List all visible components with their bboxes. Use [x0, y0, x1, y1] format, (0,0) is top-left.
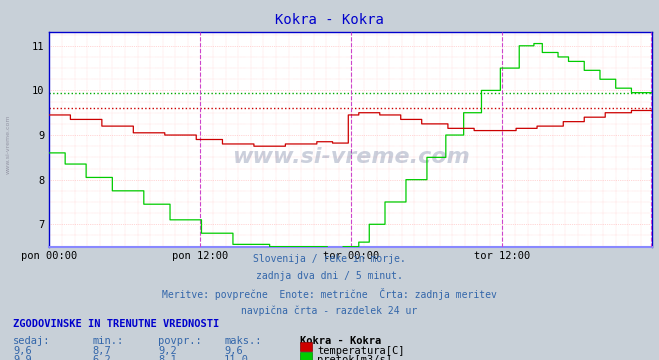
Text: Kokra - Kokra: Kokra - Kokra	[275, 13, 384, 27]
Text: povpr.:: povpr.:	[158, 336, 202, 346]
Text: 11,0: 11,0	[224, 355, 249, 360]
Text: zadnja dva dni / 5 minut.: zadnja dva dni / 5 minut.	[256, 271, 403, 281]
Text: 6,2: 6,2	[92, 355, 111, 360]
Text: 9,6: 9,6	[13, 346, 32, 356]
Text: 9,9: 9,9	[13, 355, 32, 360]
Text: Kokra - Kokra: Kokra - Kokra	[300, 336, 381, 346]
Text: temperatura[C]: temperatura[C]	[317, 346, 405, 356]
Text: 8,7: 8,7	[92, 346, 111, 356]
Text: navpična črta - razdelek 24 ur: navpična črta - razdelek 24 ur	[241, 306, 418, 316]
Text: sedaj:: sedaj:	[13, 336, 51, 346]
Text: www.si-vreme.com: www.si-vreme.com	[5, 114, 11, 174]
Text: maks.:: maks.:	[224, 336, 262, 346]
Text: pretok[m3/s]: pretok[m3/s]	[317, 355, 392, 360]
Text: www.si-vreme.com: www.si-vreme.com	[232, 147, 470, 167]
Text: Meritve: povprečne  Enote: metrične  Črta: zadnja meritev: Meritve: povprečne Enote: metrične Črta:…	[162, 288, 497, 300]
Text: 8,1: 8,1	[158, 355, 177, 360]
Text: Slovenija / reke in morje.: Slovenija / reke in morje.	[253, 254, 406, 264]
Text: ZGODOVINSKE IN TRENUTNE VREDNOSTI: ZGODOVINSKE IN TRENUTNE VREDNOSTI	[13, 319, 219, 329]
Text: 9,2: 9,2	[158, 346, 177, 356]
Text: min.:: min.:	[92, 336, 123, 346]
Text: 9,6: 9,6	[224, 346, 243, 356]
